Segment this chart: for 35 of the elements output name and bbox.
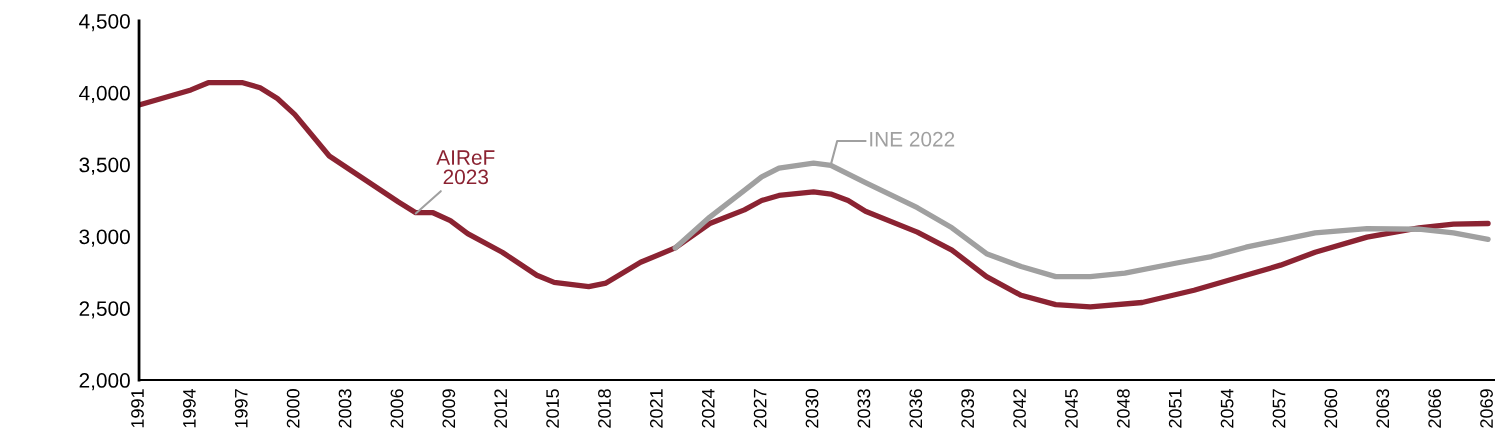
x-tick-label: 2027 xyxy=(753,389,767,428)
annotation: INE 2022 xyxy=(870,131,955,147)
x-tick-label: 1991 xyxy=(131,389,144,428)
x-tick-label: 2057 xyxy=(1272,389,1286,428)
x-tick-label: 2051 xyxy=(1168,389,1182,428)
x-tick-label: 2012 xyxy=(494,389,508,428)
x-tick-label: 2036 xyxy=(909,389,923,428)
annotation: AIReF 2023 xyxy=(436,150,495,185)
y-tick-label: 4,000 xyxy=(79,85,130,104)
x-tick-label: 2009 xyxy=(442,389,456,428)
y-tick-label: 2,500 xyxy=(79,301,130,319)
y-tick-label: 3,500 xyxy=(79,157,130,175)
x-tick-label: 2000 xyxy=(286,389,300,428)
x-tick-label: 2015 xyxy=(546,389,559,428)
x-tick-label: 2003 xyxy=(338,389,352,428)
y-tick-label: 3,000 xyxy=(79,229,130,247)
x-tick-label: 2024 xyxy=(701,388,715,428)
x-tick-label: 2060 xyxy=(1324,389,1338,428)
x-tick-label: 2045 xyxy=(1065,389,1078,428)
x-tick-label: 1994 xyxy=(182,388,196,428)
x-tick-label: 2069 xyxy=(1480,389,1493,428)
x-tick-label: 2030 xyxy=(805,389,819,428)
x-tick-label: 2021 xyxy=(649,389,663,428)
y-tick-label: 2,000 xyxy=(79,373,130,391)
x-tick-label: 2066 xyxy=(1428,389,1442,428)
x-tick-label: 1997 xyxy=(234,389,248,428)
x-tick-label: 2033 xyxy=(857,389,871,428)
x-tick-label: 2048 xyxy=(1116,389,1130,428)
x-tick-label: 2063 xyxy=(1376,389,1390,428)
x-tick-label: 2006 xyxy=(390,389,404,428)
x-tick-label: 2054 xyxy=(1220,388,1234,428)
x-tick-label: 2039 xyxy=(961,389,975,428)
y-tick-label: 4,500 xyxy=(79,13,130,32)
x-tick-label: 2042 xyxy=(1013,389,1026,428)
x-tick-label: 2018 xyxy=(598,389,611,428)
